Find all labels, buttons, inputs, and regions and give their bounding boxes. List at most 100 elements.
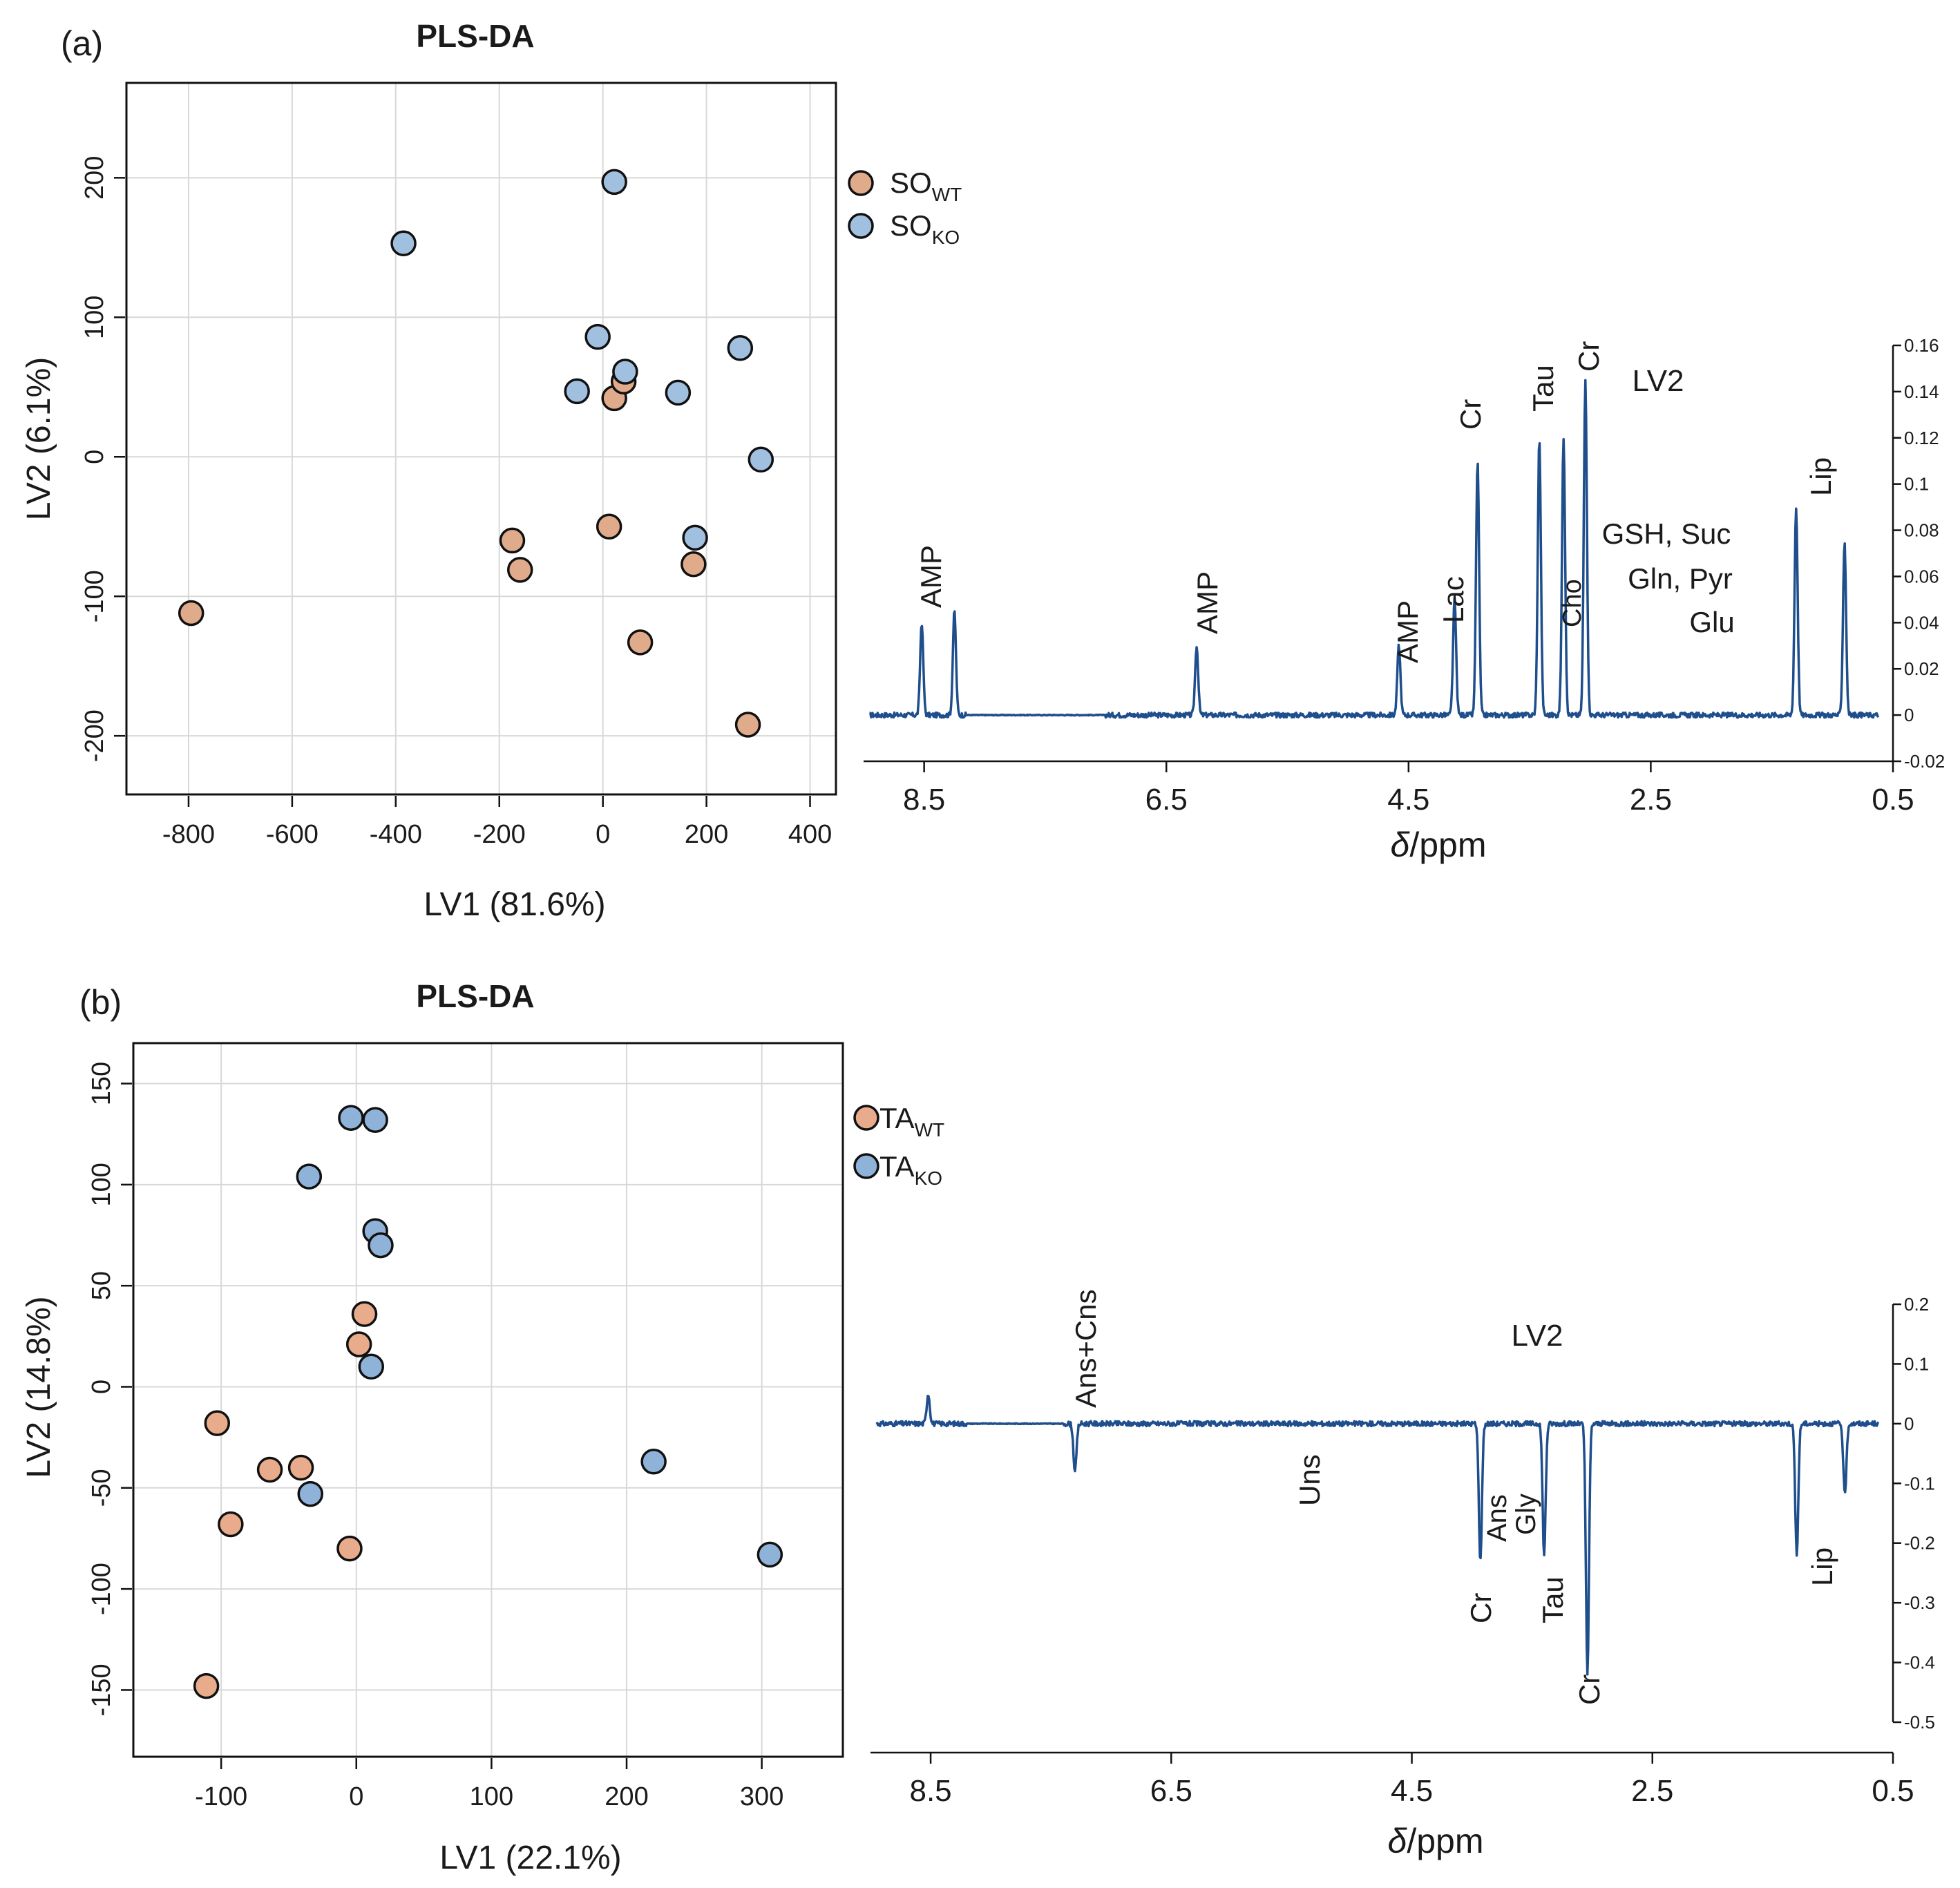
legend-label-ta-wt: TAWT [879, 1102, 944, 1141]
legend-marker-ta-ko [853, 1153, 879, 1179]
panel-b-xtick-label: 0 [349, 1782, 363, 1811]
point-so-ko [682, 524, 708, 551]
spectrum-a-title: LV2 [1632, 364, 1684, 398]
annot-cho: Cho [1558, 579, 1587, 627]
annot-tau: Tau [1527, 365, 1559, 412]
annot-gsh-suc: GSH, Suc [1602, 517, 1731, 550]
spectrum-a-line [869, 379, 1880, 719]
panel-a-label: (a) [61, 24, 103, 63]
point-so-wt [681, 551, 707, 578]
spectrum-a-xlabel-unit: /ppm [1409, 826, 1486, 864]
panel-a-xtick-label: -600 [266, 820, 318, 849]
panel-a-xtick-label: 0 [596, 820, 610, 849]
spectrum-b-xtick-label: 0.5 [1872, 1774, 1914, 1808]
legend-label-ta-ko: TAKO [879, 1150, 942, 1189]
spectrum-b-ytick-label: -0.4 [1904, 1652, 1935, 1673]
annot-cr-2: Cr [1572, 341, 1605, 372]
point-ta-wt [336, 1535, 363, 1562]
spectrum-b-xtick-label: 4.5 [1391, 1774, 1433, 1808]
point-ta-ko [362, 1107, 388, 1133]
spectrum-b-ytick-label: 0.2 [1904, 1294, 1929, 1315]
panel-a-xlabel: LV1 (81.6%) [424, 886, 605, 923]
spectrum-b-ytick-label: -0.5 [1904, 1712, 1935, 1733]
panel-b-ytick-label: 150 [87, 1062, 116, 1105]
panel-a-frame [125, 82, 837, 796]
annot-uns: Uns [1293, 1454, 1326, 1506]
panel-a-xtick-label: -400 [370, 820, 422, 849]
panel-a-ytick-label: 100 [80, 296, 109, 339]
point-so-wt [596, 513, 622, 540]
spectrum-a-xtick-label: 2.5 [1630, 783, 1672, 817]
spectrum-a-xtick-label: 8.5 [903, 783, 945, 817]
legend-marker-so-wt [848, 170, 874, 196]
panel-b-label: (b) [79, 983, 122, 1022]
annot-cr-b2: Cr [1573, 1675, 1606, 1705]
annot-gln-pyr: Gln, Pyr [1628, 562, 1733, 595]
annot-ans: Ans [1482, 1494, 1512, 1542]
legend-main-so-wt: SO [890, 166, 932, 199]
panel-b-xtick-label: 100 [470, 1782, 513, 1811]
spectrum-b-ticks: 8.5 6.5 4.5 2.5 0.5 0.2 0.1 0 -0.1 -0.2 -0.3 -0.4 -0… [909, 1294, 1934, 1808]
spectrum-b-xlabel-unit: /ppm [1407, 1822, 1483, 1860]
panel-b-ticks: -100 0 100 200 300 -150 -100 -50 0 50 100 150 [87, 1062, 783, 1811]
point-ta-wt [351, 1301, 378, 1327]
spectrum-a-xlabel: δ/ppm [1391, 826, 1487, 864]
panel-a-xtick-label: -200 [473, 820, 526, 849]
point-ta-ko [338, 1105, 364, 1132]
panel-b-ytick-label: -150 [87, 1663, 116, 1716]
annot-amp-3: AMP [1391, 600, 1424, 663]
spectrum-a-ytick-label: 0.16 [1904, 335, 1939, 356]
spectrum-b-xtick-label: 6.5 [1150, 1774, 1192, 1808]
point-so-wt [627, 629, 654, 656]
panel-a-ticks: -800 -600 -400 -200 0 200 400 -200 -100 0 100 200 [80, 156, 832, 849]
spectrum-b-xlabel: δ/ppm [1388, 1822, 1484, 1860]
panel-b-title: PLS-DA [416, 978, 534, 1014]
spectrum-a-ytick-label: 0.08 [1904, 520, 1939, 541]
spectrum-b-xtick-label: 2.5 [1631, 1774, 1673, 1808]
legend-marker-ta-wt [853, 1105, 879, 1131]
legend-marker-so-ko [848, 213, 874, 239]
point-so-ko [612, 359, 638, 385]
panel-b-ytick-label: 50 [87, 1271, 116, 1300]
panel-b-xtick-label: -100 [195, 1782, 247, 1811]
point-so-wt [734, 712, 761, 738]
panel-a-xtick-label: 400 [788, 820, 832, 849]
point-ta-ko [297, 1480, 324, 1507]
panel-a-ytick-label: -100 [80, 570, 109, 622]
spectrum-a-ytick-label: 0.14 [1904, 381, 1939, 402]
point-so-wt [499, 527, 526, 554]
spectrum-a-xtick-label: 6.5 [1145, 783, 1188, 817]
panel-b-frame [132, 1042, 844, 1758]
panel-b-ytick-label: -50 [87, 1469, 116, 1507]
point-ta-wt [345, 1331, 372, 1357]
panel-b-ytick-label: 100 [87, 1163, 116, 1206]
point-so-ko [584, 323, 611, 350]
point-so-ko [748, 446, 774, 473]
legend-main-so-ko: SO [890, 209, 932, 242]
panel-a-xtick-label: -800 [162, 820, 215, 849]
panel-b-scatter: (b) PLS-DA -100 0 100 200 300 -150 -100 -50 0 50 1… [21, 978, 944, 1876]
legend-sub-so-ko: KO [932, 227, 960, 248]
point-so-wt [506, 557, 533, 583]
panel-b-ytick-label: -100 [87, 1563, 116, 1615]
annot-lip: Lip [1805, 457, 1837, 496]
panel-a-gridlines [126, 83, 836, 794]
spectrum-b-ytick-label: 0 [1904, 1413, 1914, 1434]
point-ta-ko [757, 1541, 783, 1568]
point-ta-wt [256, 1456, 283, 1483]
annot-lac: Lac [1437, 576, 1469, 623]
panel-a-ytick-label: 0 [80, 450, 109, 464]
spectrum-a-xtick-label: 4.5 [1387, 783, 1429, 817]
panel-a-legend: SOWT SOKO [848, 166, 962, 248]
spectrum-b-xtick-label: 8.5 [909, 1774, 951, 1808]
spectrum-a: 8.5 6.5 4.5 2.5 0.5 -0.02 0 0.02 0.04 0.06 0.08 0.1… [864, 335, 1945, 864]
point-so-ko [727, 334, 754, 361]
spectrum-b-ytick-label: -0.1 [1904, 1473, 1935, 1494]
point-so-wt [178, 600, 204, 627]
spectrum-b-ytick-label: 0.1 [1904, 1353, 1929, 1374]
spectrum-a-ytick-label: -0.02 [1904, 751, 1945, 772]
panel-b-xtick-label: 300 [740, 1782, 783, 1811]
panel-b-legend: TAWT TAKO [853, 1102, 944, 1189]
panel-b-xlabel: LV1 (22.1%) [439, 1840, 621, 1876]
